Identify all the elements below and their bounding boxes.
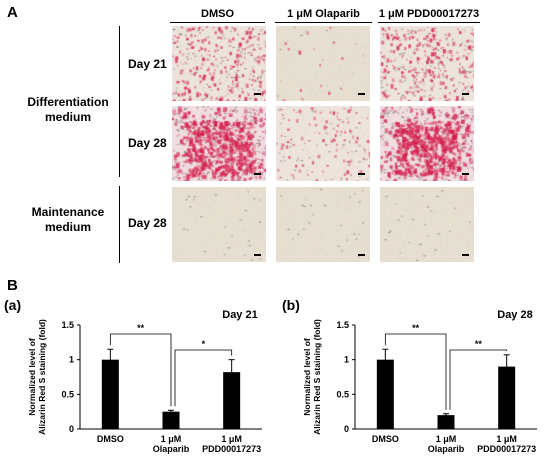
y-axis-label: Alizarin Red S staining (fold) [37, 319, 47, 435]
column-header-olaparib: 1 μM Olaparib [287, 8, 360, 20]
x-tick-label: DMSO [372, 434, 399, 444]
x-tick-label: 1 μM [496, 434, 517, 444]
bar-chart-day28: Day 28 Normalized level of Alizarin Red S … [302, 309, 537, 454]
micrograph-maint-day28-dmso [172, 187, 266, 262]
y-tick-label: 0.5 [336, 389, 349, 399]
panel-a-label: A [7, 4, 18, 21]
row-group-label-differentiation: Differentiation medium [27, 95, 109, 124]
subpanel-b-label: (b) [282, 297, 300, 313]
significance-label: * [202, 339, 206, 349]
x-tick-label: 1 μM [221, 434, 242, 444]
day-label-diff-21: Day 21 [128, 57, 167, 71]
y-tick-label: 0 [69, 424, 74, 434]
significance-label: ** [137, 323, 145, 333]
micrograph-diff-day21-dmso [172, 26, 266, 101]
column-header-dmso: DMSO [201, 8, 234, 20]
micrograph-diff-day28-dmso [172, 106, 266, 181]
x-tick-label: 1 μM [436, 434, 457, 444]
panel-b-label: B [7, 277, 18, 294]
subpanel-a-label: (a) [4, 297, 22, 313]
micrograph-diff-day21-olaparib [276, 26, 370, 101]
y-tick-label: 0.5 [61, 389, 74, 399]
significance-bracket [449, 349, 508, 410]
day-label-maint-28: Day 28 [128, 216, 167, 230]
chart-title: Day 21 [222, 309, 257, 321]
column-header-rule [378, 22, 480, 23]
x-tick-label: Olaparib [153, 444, 190, 454]
significance-bracket [109, 333, 172, 407]
scale-bar [254, 93, 261, 95]
x-tick-label: 1 μM [161, 434, 182, 444]
scale-bar [254, 254, 261, 256]
scale-bar [462, 93, 469, 95]
bar [223, 372, 241, 429]
row-group-divider [119, 186, 120, 263]
y-axis-label: Normalized level of [302, 338, 312, 416]
y-axis-label: Alizarin Red S staining (fold) [312, 319, 322, 435]
column-header-rule [275, 22, 372, 23]
column-header-rule [170, 22, 265, 23]
x-tick-label: PDD00017273 [477, 444, 536, 454]
x-tick-label: PDD00017273 [202, 444, 261, 454]
scale-bar [358, 173, 365, 175]
scale-bar [462, 254, 469, 256]
x-tick-label: DMSO [97, 434, 124, 444]
micrograph-diff-day21-pdd [380, 26, 474, 101]
x-tick-label: Olaparib [428, 444, 465, 454]
micrograph-diff-day28-olaparib [276, 106, 370, 181]
bar [376, 359, 394, 429]
y-tick-label: 1.5 [336, 320, 349, 330]
y-tick-label: 0 [344, 424, 349, 434]
bar [101, 359, 119, 429]
scale-bar [358, 254, 365, 256]
scale-bar [254, 173, 261, 175]
scale-bar [358, 93, 365, 95]
bar [498, 366, 516, 429]
micrograph-maint-day28-pdd [380, 187, 474, 262]
bar-chart-day21: Day 21 Normalized level of Alizarin Red S … [27, 309, 262, 454]
significance-label: ** [412, 323, 420, 333]
chart-title: Day 28 [497, 309, 532, 321]
bar [162, 411, 180, 429]
row-group-label-maintenance: Maintenance medium [31, 205, 105, 234]
micrograph-diff-day28-pdd [380, 106, 474, 181]
scale-bar [462, 173, 469, 175]
bar [437, 415, 455, 429]
significance-bracket [384, 333, 447, 410]
y-axis-label: Normalized level of [27, 338, 37, 416]
significance-bracket [174, 349, 233, 407]
day-label-diff-28: Day 28 [128, 136, 167, 150]
micrograph-maint-day28-olaparib [276, 187, 370, 262]
y-tick-label: 1.5 [61, 320, 74, 330]
significance-label: ** [475, 339, 483, 349]
row-group-divider [119, 26, 120, 177]
y-tick-label: 1 [344, 355, 349, 365]
y-tick-label: 1 [69, 355, 74, 365]
column-header-pdd: 1 μM PDD00017273 [378, 8, 480, 20]
